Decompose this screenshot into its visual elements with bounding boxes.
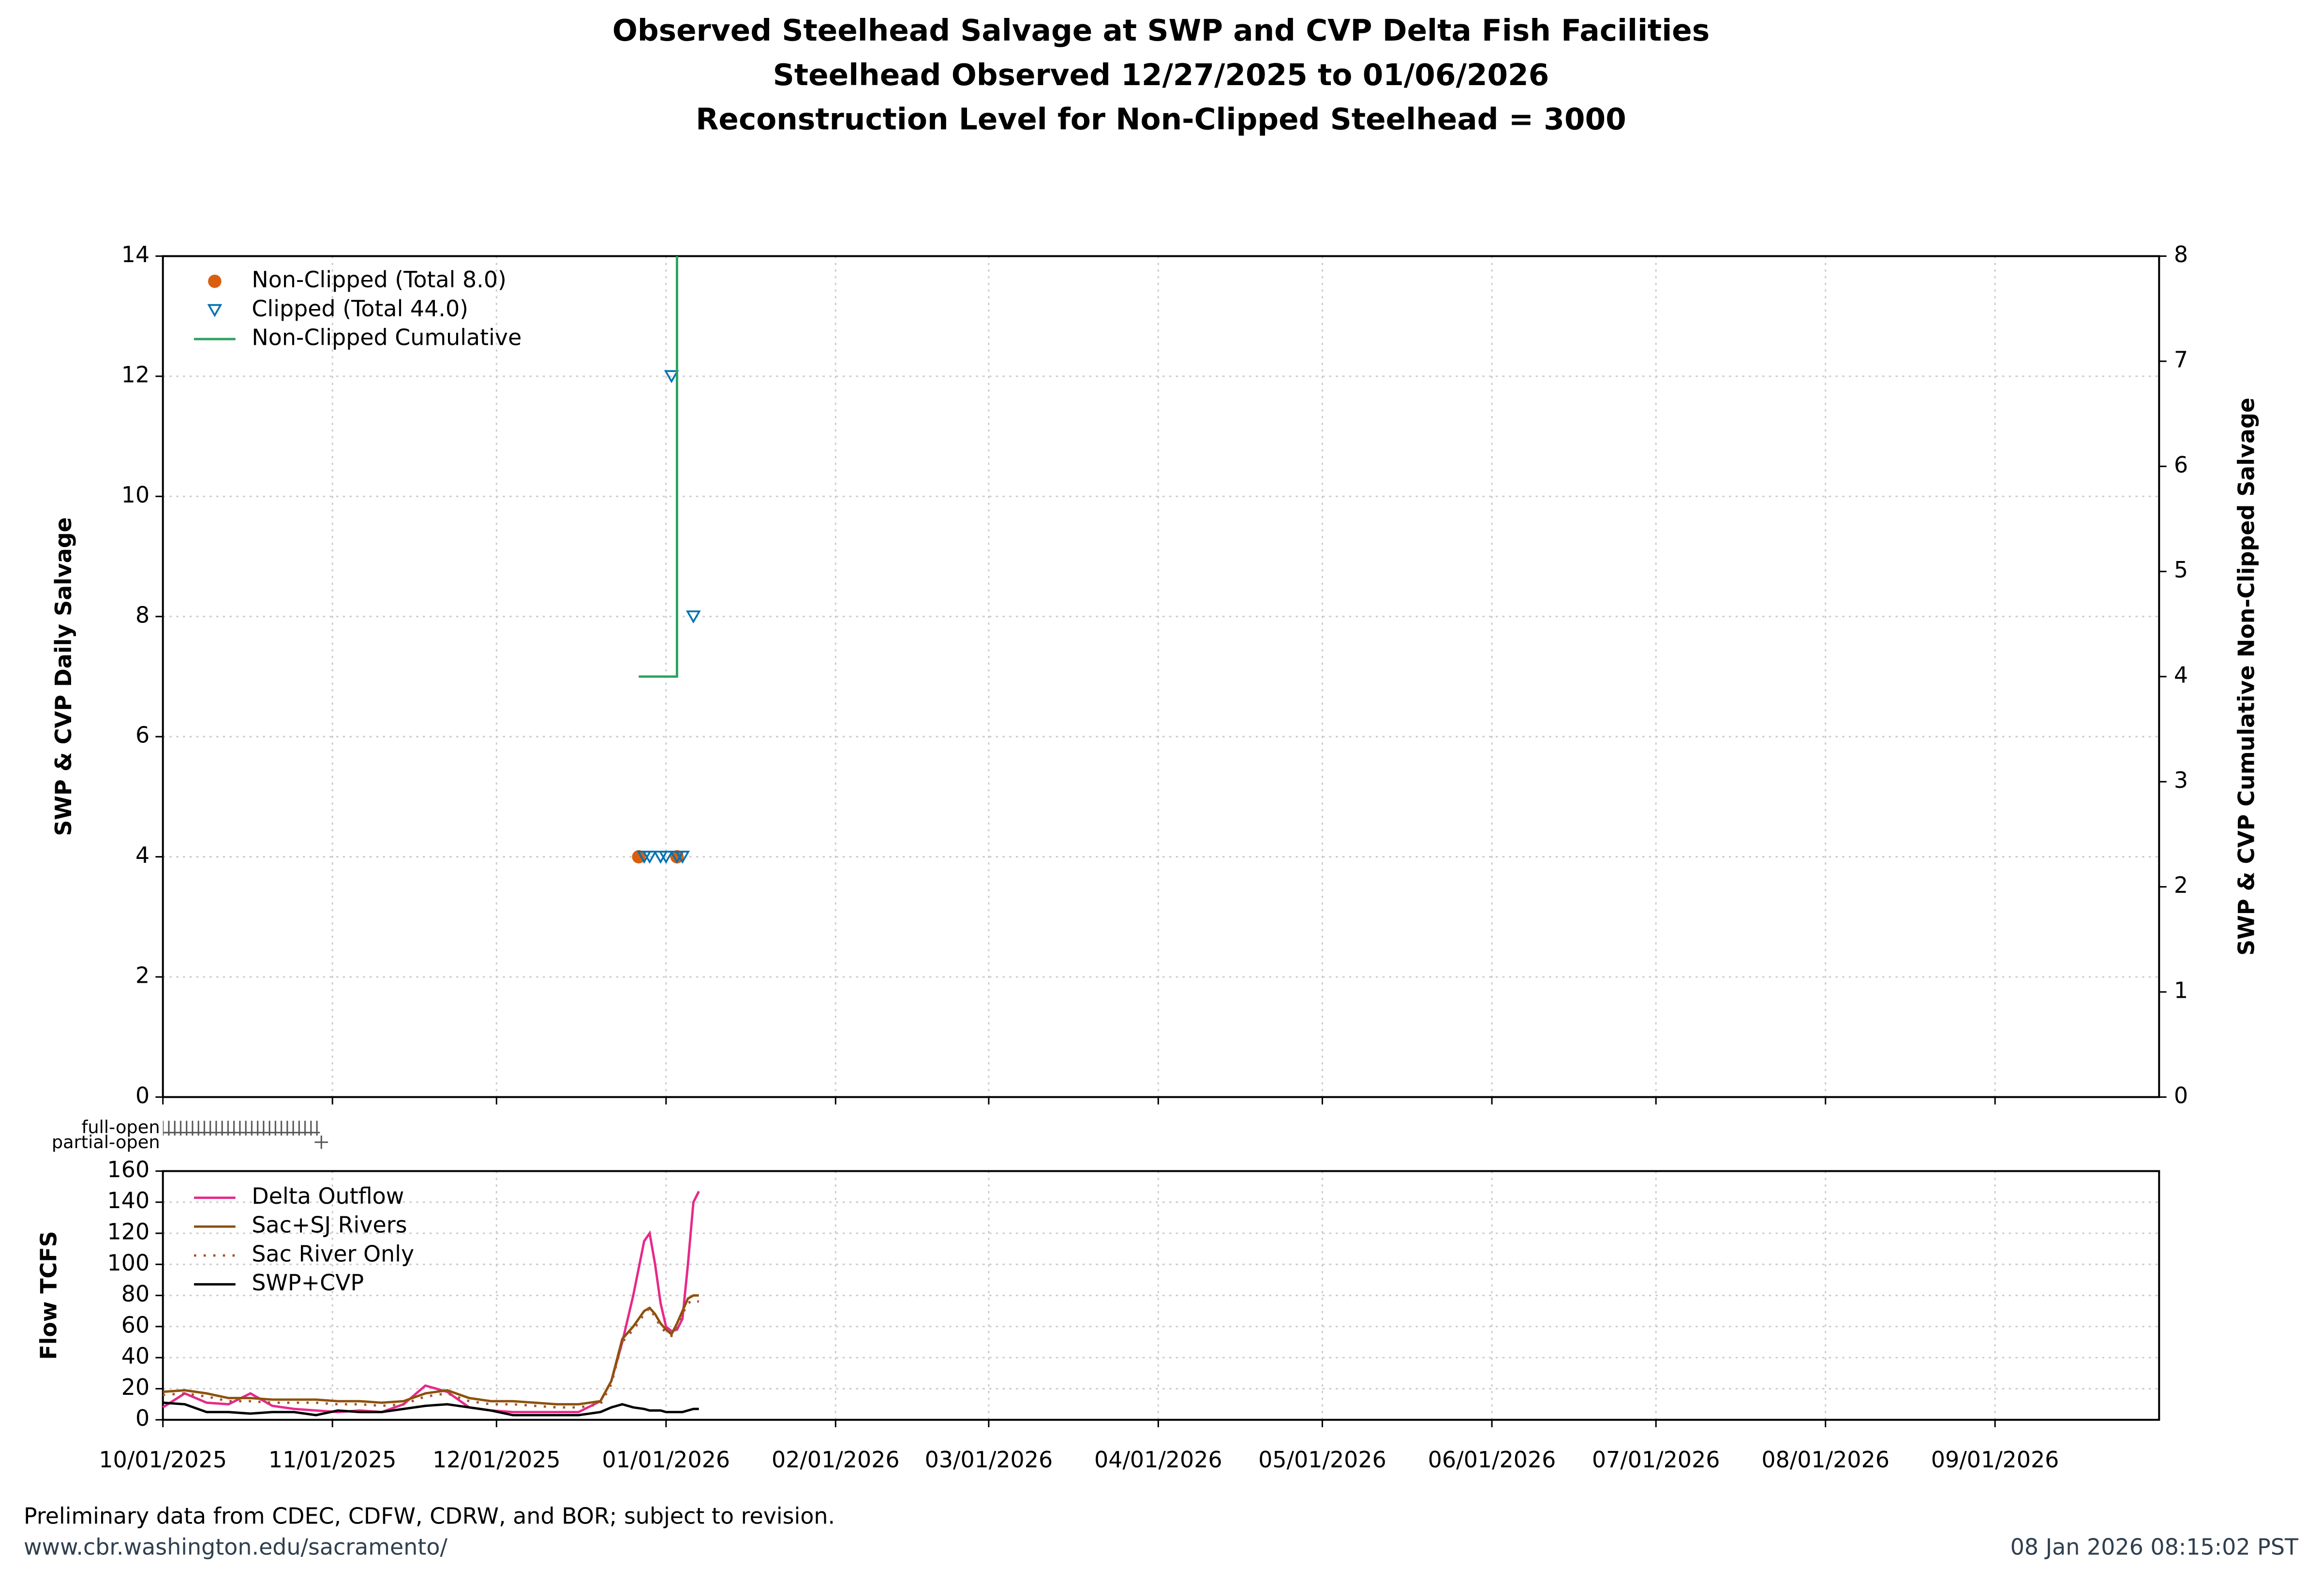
y-tick-label: 40 [121,1343,149,1369]
point [642,851,657,864]
legend-label: SWP+CVP [252,1270,364,1296]
plot-frame [162,255,2160,1098]
x-tick-label: 12/01/2025 [432,1447,561,1473]
x-tick-label: 08/01/2026 [1761,1447,1890,1473]
y-tick-label: 8 [135,602,149,628]
legend-label: Delta Outflow [252,1183,404,1209]
y2-tick-label: 1 [2174,977,2188,1004]
cumulative-line [639,256,678,678]
y-tick-label: 0 [135,1082,149,1108]
x-tick-label: 01/01/2026 [602,1447,730,1473]
x-tick-label: 05/01/2026 [1258,1447,1386,1473]
legend-swatch [207,304,223,317]
x-tick-label: 06/01/2026 [1428,1447,1556,1473]
x-tick-label: 03/01/2026 [925,1447,1053,1473]
flow-line [162,1191,700,1414]
gate-partial-open [314,1135,328,1149]
chart-title: Observed Steelhead Salvage at SWP and CV… [612,14,1710,48]
y-tick-label: 2 [135,962,149,988]
x-tick-label: 10/01/2025 [99,1447,227,1473]
gate-label: full-open [81,1117,160,1138]
legend-label: Non-Clipped Cumulative [252,325,521,351]
y-tick-label: 20 [121,1374,149,1400]
y-axis-label: SWP & CVP Daily Salvage [50,517,76,836]
point [658,851,674,864]
y-tick-label: 4 [135,842,149,868]
point [632,850,646,864]
y-tick-label: 140 [107,1187,150,1213]
x-tick-label: 04/01/2026 [1094,1447,1222,1473]
point [670,850,684,864]
flow-line [163,1401,699,1417]
footer-note: Preliminary data from CDEC, CDFW, CDRW, … [24,1503,835,1529]
y2-tick-label: 7 [2174,346,2188,372]
legend-label: Non-Clipped (Total 8.0) [252,266,506,293]
legend-label: Sac+SJ Rivers [252,1212,407,1238]
y-tick-label: 12 [121,361,149,387]
footer-url: www.cbr.washington.edu/sacramento/ [24,1534,447,1560]
legend-label: Sac River Only [252,1241,414,1267]
y2-axis-label: SWP & CVP Cumulative Non-Clipped Salvage [2233,398,2259,956]
y-tick-label: 160 [107,1156,150,1182]
footer-timestamp: 08 Jan 2026 08:15:02 PST [2010,1534,2299,1560]
y-tick-label: 10 [121,482,149,508]
legend-label: Clipped (Total 44.0) [252,296,468,322]
chart-subtitle: Reconstruction Level for Non-Clipped Ste… [696,103,1626,137]
flow-line [163,1299,700,1409]
point [675,851,690,864]
point [685,610,701,624]
y-tick-label: 100 [107,1250,150,1276]
y2-tick-label: 6 [2174,452,2188,478]
y-tick-label: 0 [135,1405,149,1431]
chart-subtitle: Steelhead Observed 12/27/2025 to 01/06/2… [773,58,1549,92]
x-tick-label: 11/01/2025 [268,1447,397,1473]
y-axis-label: Flow TCFS [36,1231,62,1360]
y-tick-label: 14 [121,241,149,267]
y2-tick-label: 5 [2174,557,2188,583]
y2-tick-label: 8 [2174,241,2188,267]
x-tick-label: 07/01/2026 [1592,1447,1720,1473]
point [664,370,679,384]
y-tick-label: 6 [135,722,149,748]
y2-tick-label: 4 [2174,662,2188,688]
flow-line [163,1294,699,1406]
gate-full-open [163,1121,320,1136]
plot-frame [162,1170,2160,1421]
y-tick-label: 120 [107,1219,150,1245]
legend-swatch [208,274,222,288]
y-tick-label: 60 [121,1312,149,1338]
y2-tick-label: 2 [2174,872,2188,898]
y2-tick-label: 0 [2174,1082,2188,1108]
x-tick-label: 09/01/2026 [1931,1447,2059,1473]
y-tick-label: 80 [121,1281,149,1307]
y2-tick-label: 3 [2174,767,2188,793]
x-tick-label: 02/01/2026 [772,1447,900,1473]
gate-label: partial-open [52,1132,160,1153]
